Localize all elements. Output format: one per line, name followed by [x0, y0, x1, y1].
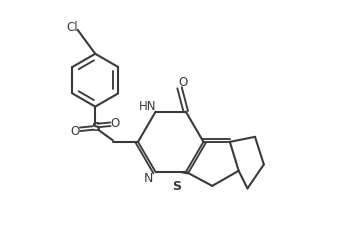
Text: N: N — [143, 171, 153, 184]
Text: O: O — [70, 124, 80, 138]
Text: S: S — [91, 121, 100, 134]
Text: O: O — [111, 117, 120, 130]
Text: S: S — [172, 180, 181, 193]
Text: Cl: Cl — [67, 20, 79, 34]
Text: O: O — [179, 76, 188, 89]
Text: HN: HN — [139, 100, 157, 112]
